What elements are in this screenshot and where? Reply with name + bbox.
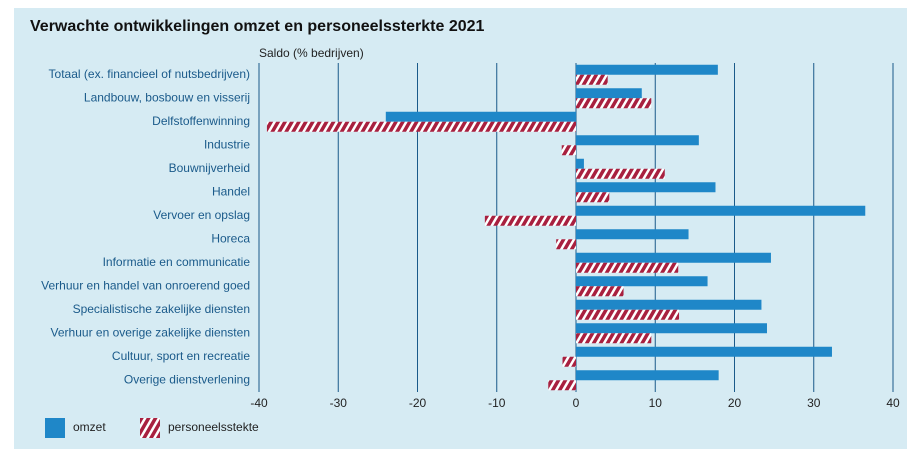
bar bbox=[576, 252, 771, 263]
y-tick-label: Delfstoffenwinning bbox=[152, 114, 250, 128]
bar bbox=[576, 205, 866, 216]
bar bbox=[576, 370, 719, 381]
bar bbox=[576, 229, 689, 240]
panel bbox=[14, 8, 907, 449]
bar bbox=[576, 276, 708, 287]
y-tick-label: Handel bbox=[212, 184, 250, 198]
x-tick-label: -10 bbox=[488, 396, 506, 410]
y-tick-label: Bouwnijverheid bbox=[169, 161, 250, 175]
bar bbox=[576, 299, 762, 310]
y-tick-label: Specialistische zakelijke diensten bbox=[73, 302, 250, 316]
bar bbox=[576, 333, 652, 344]
bar bbox=[576, 346, 832, 357]
bar bbox=[576, 168, 665, 179]
bar bbox=[556, 239, 576, 250]
legend-label: omzet bbox=[73, 420, 106, 434]
y-tick-label: Industrie bbox=[204, 137, 250, 151]
y-tick-label: Cultuur, sport en recreatie bbox=[112, 349, 250, 363]
y-tick-label: Vervoer en opslag bbox=[153, 208, 250, 222]
bar bbox=[576, 182, 716, 193]
bar bbox=[576, 286, 624, 297]
y-tick-label: Horeca bbox=[211, 231, 250, 245]
y-tick-label: Verhuur en overige zakelijke diensten bbox=[51, 325, 250, 339]
bar bbox=[385, 111, 576, 122]
legend-swatch bbox=[140, 418, 160, 438]
bar bbox=[576, 74, 608, 85]
bar bbox=[576, 98, 652, 109]
y-tick-label: Overige dienstverlening bbox=[124, 372, 250, 386]
bar bbox=[484, 215, 576, 226]
legend-swatch bbox=[45, 418, 65, 438]
bar bbox=[561, 145, 576, 156]
bar bbox=[576, 158, 584, 169]
bar bbox=[576, 64, 718, 75]
bar bbox=[266, 121, 576, 132]
bar bbox=[576, 192, 610, 203]
y-tick-label: Totaal (ex. financieel of nutsbedrijven) bbox=[49, 67, 250, 81]
y-tick-label: Informatie en communicatie bbox=[103, 255, 251, 269]
x-tick-label: -30 bbox=[330, 396, 348, 410]
bar bbox=[576, 309, 680, 320]
y-tick-label: Verhuur en handel van onroerend goed bbox=[41, 278, 250, 292]
x-tick-label: 30 bbox=[807, 396, 821, 410]
bar bbox=[576, 88, 642, 99]
bar bbox=[576, 135, 699, 146]
legend-label: personeelsstekte bbox=[168, 420, 259, 434]
axis-label: Saldo (% bedrijven) bbox=[259, 46, 364, 60]
bar bbox=[576, 323, 767, 334]
bar bbox=[548, 380, 576, 391]
bar bbox=[562, 356, 576, 367]
x-tick-label: 40 bbox=[886, 396, 900, 410]
x-tick-label: -20 bbox=[409, 396, 427, 410]
x-tick-label: 20 bbox=[728, 396, 742, 410]
x-tick-label: 10 bbox=[649, 396, 663, 410]
y-tick-label: Landbouw, bosbouw en visserij bbox=[84, 90, 250, 104]
x-tick-label: 0 bbox=[573, 396, 580, 410]
bar bbox=[576, 262, 679, 273]
chart-title: Verwachte ontwikkelingen omzet en person… bbox=[30, 18, 485, 35]
x-tick-label: -40 bbox=[250, 396, 268, 410]
